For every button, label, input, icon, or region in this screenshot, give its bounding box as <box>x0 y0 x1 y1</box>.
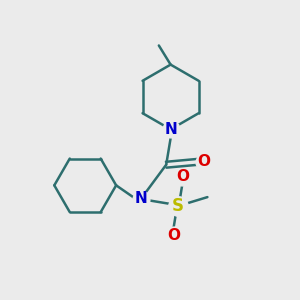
Text: O: O <box>167 228 180 243</box>
Text: N: N <box>164 122 177 137</box>
Text: N: N <box>135 191 148 206</box>
Text: O: O <box>197 154 210 169</box>
Text: O: O <box>176 169 189 184</box>
Text: S: S <box>172 197 184 215</box>
